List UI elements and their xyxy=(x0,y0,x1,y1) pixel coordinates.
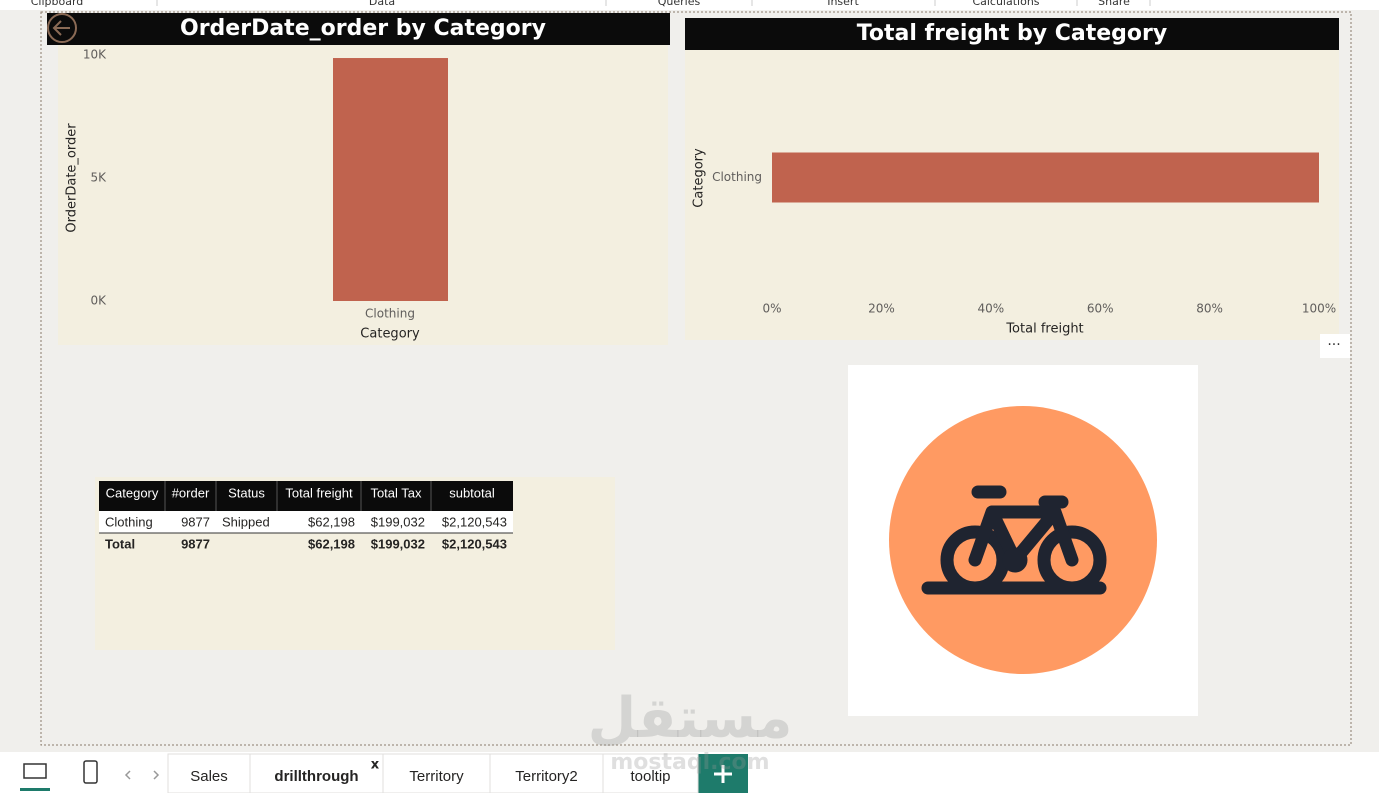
table-cell: $62,198 xyxy=(308,536,355,551)
tab-label: drillthrough xyxy=(274,768,358,785)
page-tab[interactable] xyxy=(382,753,491,793)
table-cell: Shipped xyxy=(222,514,270,529)
column-header: Total Tax xyxy=(370,485,422,500)
active-view xyxy=(20,788,50,791)
y-axis-label: Category xyxy=(692,148,707,208)
ribbon-group: Data xyxy=(369,0,395,8)
add-icon xyxy=(714,765,732,783)
y-tick-label: 0K xyxy=(90,294,107,308)
table-cell: 9877 xyxy=(181,514,210,529)
column-header: Category xyxy=(106,485,159,500)
chart-title: Total freight by Category xyxy=(857,21,1167,46)
x-tick-label: 60% xyxy=(1087,302,1114,316)
table-cell: $199,032 xyxy=(371,536,425,551)
x-axis-label: Category xyxy=(360,327,420,342)
bar xyxy=(333,58,448,301)
title-bar xyxy=(47,13,670,45)
y-tick-label: 10K xyxy=(83,48,107,62)
canvas-border xyxy=(40,11,1352,746)
tab-label: Territory2 xyxy=(515,768,578,785)
ribbon-group: Share xyxy=(1098,0,1130,8)
bike-icon xyxy=(921,485,1107,595)
table-cell: $199,032 xyxy=(371,514,425,529)
ribbon-group: Calculations xyxy=(972,0,1039,8)
column-header: Total freight xyxy=(285,485,353,500)
table-cell: $62,198 xyxy=(308,514,355,529)
title-bar xyxy=(685,18,1339,50)
column-header: subtotal xyxy=(449,485,495,500)
ribbon-group: Queries xyxy=(658,0,701,8)
table-cell: Clothing xyxy=(105,514,153,529)
y-tick-label: Clothing xyxy=(712,170,762,184)
image-circle xyxy=(889,406,1157,674)
ribbon xyxy=(0,0,1379,10)
column-header: #order xyxy=(172,485,210,500)
table-cell: 9877 xyxy=(181,536,210,551)
table-row xyxy=(99,511,513,533)
page-tab[interactable] xyxy=(167,753,251,793)
mobile-view[interactable] xyxy=(83,760,98,784)
page-tab[interactable] xyxy=(249,753,384,793)
x-tick-label: Clothing xyxy=(365,307,415,321)
back-button[interactable] xyxy=(47,13,77,43)
table-cell: $2,120,543 xyxy=(442,514,507,529)
more-icon: ··· xyxy=(1327,337,1340,353)
y-axis-label: OrderDate_order xyxy=(65,123,80,233)
tab-label: Sales xyxy=(190,768,228,785)
chart-title: OrderDate_order by Category xyxy=(180,16,546,41)
x-axis-label: Total freight xyxy=(1005,322,1083,337)
table-cell: $2,120,543 xyxy=(442,536,507,551)
tab-label: Territory xyxy=(409,768,464,785)
x-tick-label: 80% xyxy=(1196,302,1223,316)
x-tick-label: 20% xyxy=(868,302,895,316)
back-arrow xyxy=(52,20,70,36)
desktop-view[interactable] xyxy=(23,763,47,779)
tab-close[interactable]: x xyxy=(371,758,380,773)
table-header xyxy=(99,481,513,511)
tab-label: tooltip xyxy=(630,768,670,785)
y-tick-label: 5K xyxy=(90,171,107,185)
watermark: مستقل xyxy=(588,686,793,751)
ribbon-group: Clipboard xyxy=(31,0,84,8)
tab-scroll[interactable] xyxy=(124,770,160,780)
x-tick-label: 0% xyxy=(762,302,781,316)
x-tick-label: 40% xyxy=(977,302,1004,316)
page-tab[interactable] xyxy=(489,753,604,793)
column-header: Status xyxy=(228,485,265,500)
watermark: mostaql.com xyxy=(610,750,769,775)
table-cell: Total xyxy=(105,536,135,551)
ribbon-group: Insert xyxy=(827,0,859,8)
x-tick-label: 100% xyxy=(1302,302,1336,316)
page-tab[interactable] xyxy=(602,753,699,793)
more-options[interactable] xyxy=(1320,334,1350,358)
bar xyxy=(772,152,1319,203)
